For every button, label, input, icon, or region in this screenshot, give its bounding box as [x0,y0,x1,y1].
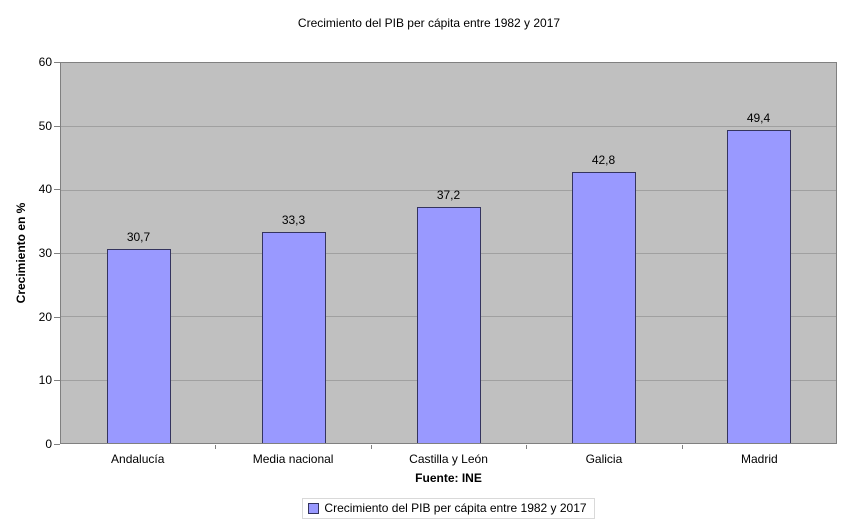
y-tick-mark [54,316,60,318]
bar-3 [571,171,636,443]
y-tick-label: 20 [38,309,52,324]
bar-1 [261,232,326,443]
y-tick-mark [54,62,60,63]
bar-value-label: 33,3 [281,213,306,228]
bar-2 [416,207,481,443]
bar-value-label: 42,8 [591,152,616,167]
x-category-label-3: Galicia [585,452,623,466]
y-tick-label: 50 [38,118,52,133]
y-tick-mark [54,253,60,254]
y-tick-mark [54,125,60,127]
x-category-label-0: Andalucía [111,452,165,466]
x-tick-mark [681,445,683,449]
legend-box: Crecimiento del PIB per cápita entre 198… [302,498,595,519]
y-tick-mark [54,189,60,191]
y-tick-label: 0 [45,437,52,451]
x-tick-mark [370,445,372,449]
x-category-label-4: Madrid [740,452,778,466]
bar-0 [106,248,171,443]
y-tick-label: 10 [38,373,52,388]
plot-area: 30,7 33,3 37,2 42,8 49,4 [60,62,837,444]
gridline [61,189,836,191]
legend-container: Crecimiento del PIB per cápita entre 198… [60,498,837,519]
chart-title: Crecimiento del PIB per cápita entre 198… [297,16,561,30]
x-axis-category-labels: Andalucía Media nacional Castilla y León Ga… [60,452,837,466]
bar-4 [726,130,791,443]
y-tick-mark [54,444,60,445]
bar-value-label: 30,7 [126,229,151,244]
y-tick-label: 30 [38,246,52,260]
x-category-label-2: Castilla y León [409,452,488,466]
bar-value-label: 37,2 [436,188,461,203]
x-tick-mark [526,445,528,449]
gridline [61,126,836,128]
y-tick-label: 40 [38,182,52,197]
x-axis-title: Fuente: INE [415,471,482,485]
legend-swatch-icon [308,502,320,514]
y-tick-mark [54,380,60,382]
y-tick-label: 60 [38,55,52,69]
bar-value-label: 49,4 [746,111,771,126]
x-category-label-1: Media nacional [252,452,334,466]
x-tick-mark [215,445,217,449]
legend-label: Crecimiento del PIB per cápita entre 198… [324,501,587,515]
